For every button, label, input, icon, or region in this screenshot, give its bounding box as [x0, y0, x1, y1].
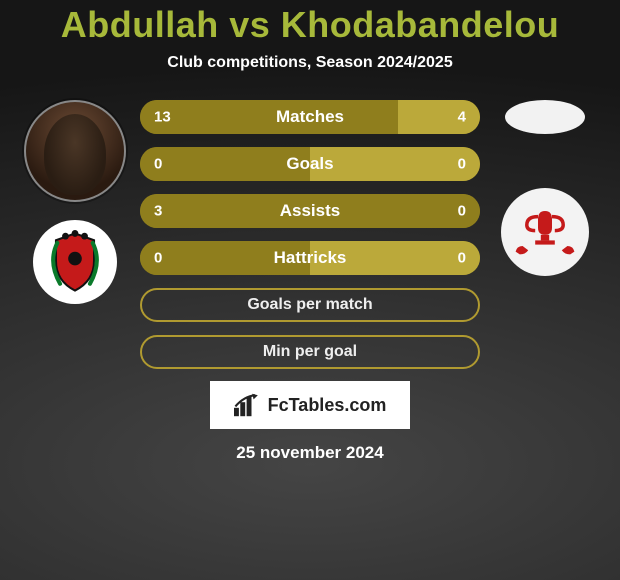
- fctables-icon: [234, 393, 262, 417]
- page-subtitle: Club competitions, Season 2024/2025: [167, 54, 452, 72]
- right-column: [490, 100, 600, 276]
- trophy-bulls-icon: [510, 203, 580, 261]
- stat-value-left: 0: [154, 156, 162, 173]
- stat-value-left: 0: [154, 250, 162, 267]
- stat-bar-empty: Goals per match: [140, 288, 480, 322]
- stats-bars: 13 4 Matches 0 0 Goals 3 0 Assists 0 0 Hattricks Goa…: [140, 100, 480, 369]
- stat-bar-goals: 0 0 Goals: [140, 147, 480, 181]
- main-container: Abdullah vs Khodabandelou Club competiti…: [0, 0, 620, 580]
- player-right-avatar: [505, 100, 585, 134]
- player-left-avatar: [24, 100, 126, 202]
- content-row: 13 4 Matches 0 0 Goals 3 0 Assists 0 0 Hattricks Goa…: [0, 100, 620, 369]
- stat-value-right: 0: [458, 156, 466, 173]
- stat-bar-empty: Min per goal: [140, 335, 480, 369]
- stat-label: Assists: [280, 201, 340, 221]
- date-label: 25 november 2024: [236, 443, 383, 463]
- stat-label: Matches: [276, 107, 344, 127]
- brand-logo: FcTables.com: [210, 381, 410, 429]
- stat-value-right: 0: [458, 203, 466, 220]
- stat-bar-fill-left: [140, 100, 398, 134]
- player-right-club-badge: [501, 188, 589, 276]
- stat-bar-hattricks: 0 0 Hattricks: [140, 241, 480, 275]
- stat-label: Goals per match: [247, 296, 372, 314]
- stat-label: Goals: [286, 154, 333, 174]
- left-column: [20, 100, 130, 304]
- stat-bar-matches: 13 4 Matches: [140, 100, 480, 134]
- stat-bar-fill-right: [310, 147, 480, 181]
- stat-bar-assists: 3 0 Assists: [140, 194, 480, 228]
- stat-value-left: 3: [154, 203, 162, 220]
- stat-label: Hattricks: [274, 248, 347, 268]
- brand-text: FcTables.com: [268, 395, 387, 416]
- stat-label: Min per goal: [263, 343, 357, 361]
- stat-bar-fill-left: [140, 147, 310, 181]
- stat-value-left: 13: [154, 109, 171, 126]
- shield-wreath-icon: [41, 228, 109, 296]
- stat-value-right: 4: [458, 109, 466, 126]
- stat-bar-fill-right: [398, 100, 480, 134]
- stat-value-right: 0: [458, 250, 466, 267]
- page-title: Abdullah vs Khodabandelou: [61, 4, 560, 46]
- player-left-club-badge: [33, 220, 117, 304]
